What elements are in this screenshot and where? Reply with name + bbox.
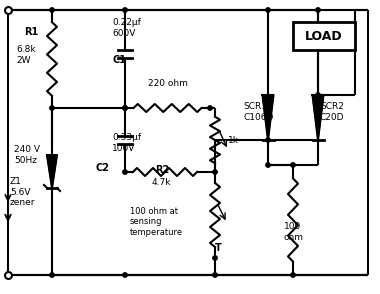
Circle shape <box>291 273 295 277</box>
Circle shape <box>50 106 54 110</box>
Circle shape <box>316 8 320 12</box>
Circle shape <box>50 8 54 12</box>
Text: 6.8k
2W: 6.8k 2W <box>16 45 36 65</box>
Text: C2: C2 <box>95 163 109 173</box>
Text: 1k: 1k <box>228 136 239 144</box>
Circle shape <box>123 170 127 174</box>
Circle shape <box>123 106 127 110</box>
Text: 0.22μf
600V: 0.22μf 600V <box>112 18 141 38</box>
Polygon shape <box>263 95 274 140</box>
Text: R1: R1 <box>24 27 38 37</box>
Text: 240 V
50Hz: 240 V 50Hz <box>14 145 40 165</box>
Text: 0.33μf
100V: 0.33μf 100V <box>112 133 141 153</box>
Text: 220 ohm: 220 ohm <box>148 79 188 88</box>
Circle shape <box>123 106 127 110</box>
Circle shape <box>50 273 54 277</box>
Circle shape <box>266 163 270 167</box>
Circle shape <box>291 163 295 167</box>
Circle shape <box>213 256 217 260</box>
Text: LOAD: LOAD <box>305 29 343 43</box>
Circle shape <box>213 273 217 277</box>
Text: R2: R2 <box>155 165 169 175</box>
Circle shape <box>208 106 212 110</box>
Circle shape <box>123 8 127 12</box>
Text: 4.7k: 4.7k <box>152 178 171 187</box>
Circle shape <box>123 273 127 277</box>
Circle shape <box>266 138 270 142</box>
Text: 100
ohm: 100 ohm <box>284 222 304 242</box>
Circle shape <box>266 8 270 12</box>
Text: SCR2
C20D: SCR2 C20D <box>320 102 345 122</box>
Text: SCR1
C106D: SCR1 C106D <box>243 102 273 122</box>
Circle shape <box>316 93 320 97</box>
Text: T: T <box>215 243 222 253</box>
FancyBboxPatch shape <box>293 22 355 50</box>
Polygon shape <box>312 95 323 140</box>
Text: Z1
5.6V
zener: Z1 5.6V zener <box>10 177 35 207</box>
Polygon shape <box>47 155 57 188</box>
Text: 100 ohm at
sensing
temperature: 100 ohm at sensing temperature <box>130 207 183 237</box>
Text: C1: C1 <box>112 55 126 65</box>
Circle shape <box>213 170 217 174</box>
